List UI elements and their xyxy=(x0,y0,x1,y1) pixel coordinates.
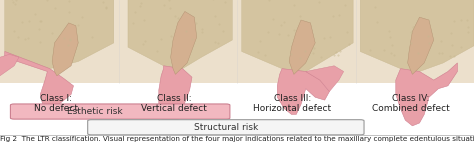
FancyBboxPatch shape xyxy=(10,104,230,119)
Text: Fig 2  The LTR classification. Visual representation of the four major indicatio: Fig 2 The LTR classification. Visual rep… xyxy=(0,136,474,142)
Polygon shape xyxy=(396,63,457,126)
Polygon shape xyxy=(0,54,19,76)
Text: Class II:
Vertical defect: Class II: Vertical defect xyxy=(142,94,207,113)
Polygon shape xyxy=(306,66,344,92)
Polygon shape xyxy=(5,51,73,112)
Polygon shape xyxy=(289,20,315,74)
Text: Esthetic risk: Esthetic risk xyxy=(67,107,123,116)
Polygon shape xyxy=(159,66,192,129)
Polygon shape xyxy=(242,0,353,72)
Polygon shape xyxy=(171,11,197,74)
Polygon shape xyxy=(360,0,474,72)
Polygon shape xyxy=(277,69,329,114)
Text: Structural risk: Structural risk xyxy=(194,123,258,132)
FancyBboxPatch shape xyxy=(88,120,364,135)
Polygon shape xyxy=(52,23,78,76)
Text: Class IV:
Combined defect: Class IV: Combined defect xyxy=(372,94,450,113)
Polygon shape xyxy=(408,17,434,74)
FancyBboxPatch shape xyxy=(0,0,474,83)
Text: Class III:
Horizontal defect: Class III: Horizontal defect xyxy=(254,94,331,113)
Polygon shape xyxy=(5,0,114,69)
Text: Class I:
No defect: Class I: No defect xyxy=(34,94,78,113)
Polygon shape xyxy=(128,0,232,69)
